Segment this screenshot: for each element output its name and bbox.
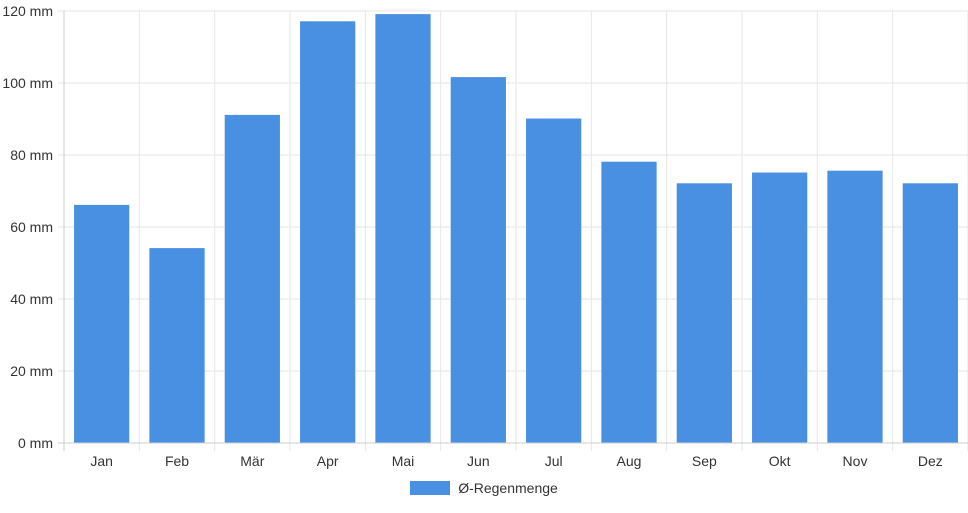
y-tick-label: 0 mm <box>18 435 53 451</box>
y-tick-labels: 0 mm 20 mm 40 mm 60 mm 80 mm 100 mm 120 mm <box>2 3 53 451</box>
x-tick-label: Apr <box>317 453 339 469</box>
y-tick-label: 80 mm <box>10 147 53 163</box>
x-tick-label: Jul <box>545 453 563 469</box>
x-tick-labels: Jan Feb Mär Apr Mai Jun Jul Aug Sep Okt Nov Dez <box>90 453 942 469</box>
x-tick-label: Mai <box>392 453 415 469</box>
y-tick-label: 60 mm <box>10 219 53 235</box>
y-tick-label: 20 mm <box>10 363 53 379</box>
bars <box>74 14 958 444</box>
grid-lines <box>58 10 968 451</box>
bar-Nov[interactable] <box>827 170 883 444</box>
x-tick-label: Nov <box>843 453 868 469</box>
bar-Okt[interactable] <box>752 172 808 444</box>
bar-Jul[interactable] <box>526 118 582 444</box>
bar-Apr[interactable] <box>300 21 356 444</box>
x-tick-label: Sep <box>692 453 717 469</box>
x-tick-label: Aug <box>617 453 642 469</box>
bar-Jan[interactable] <box>74 204 130 444</box>
bar-Mai[interactable] <box>375 14 431 444</box>
bar-Dez[interactable] <box>902 183 958 444</box>
bar-Jun[interactable] <box>450 77 506 444</box>
bar-Feb[interactable] <box>149 248 205 444</box>
bar-Sep[interactable] <box>676 183 732 444</box>
x-tick-label: Okt <box>769 453 791 469</box>
x-tick-label: Mär <box>240 453 264 469</box>
x-tick-label: Dez <box>918 453 943 469</box>
legend-swatch <box>410 481 451 495</box>
y-tick-label: 40 mm <box>10 291 53 307</box>
legend-label: Ø-Regenmenge <box>458 480 558 496</box>
bar-Mär[interactable] <box>224 114 280 444</box>
bar-Aug[interactable] <box>601 161 657 444</box>
x-tick-label: Jan <box>90 453 113 469</box>
x-tick-label: Jun <box>467 453 490 469</box>
y-tick-label: 120 mm <box>2 3 53 19</box>
legend[interactable]: Ø-Regenmenge <box>0 480 968 496</box>
y-tick-label: 100 mm <box>2 75 53 91</box>
x-tick-label: Feb <box>165 453 189 469</box>
axes <box>58 11 968 451</box>
